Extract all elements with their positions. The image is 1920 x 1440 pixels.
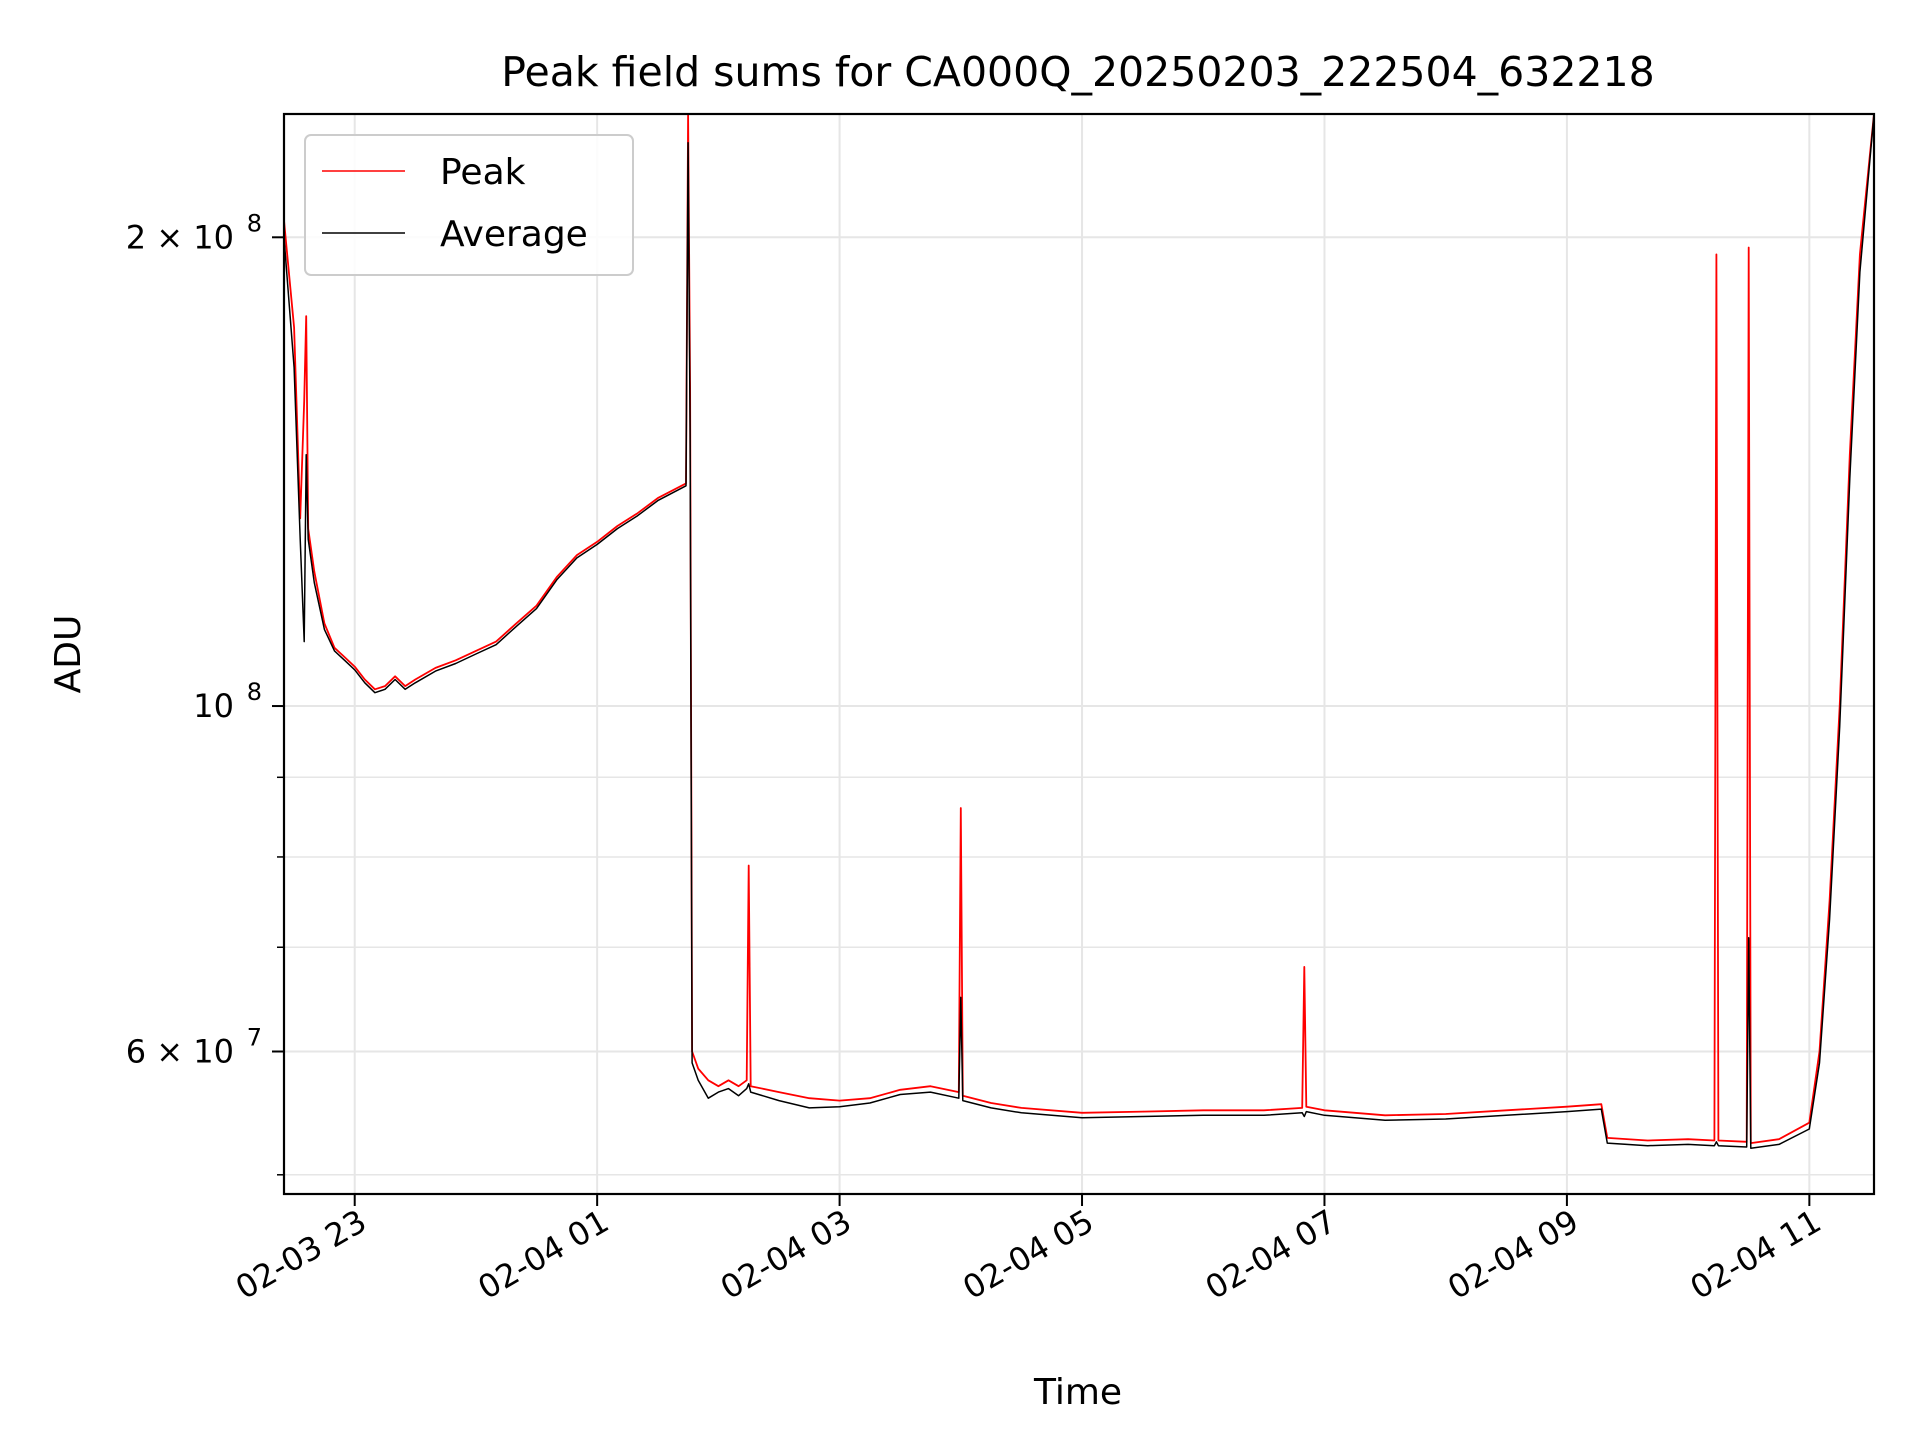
series-group (284, 114, 1874, 1150)
y-axis: 2 × 10 8 10 8 6 × 10 7 (126, 209, 284, 1176)
y-tick-label: 6 × 10 (126, 1032, 234, 1070)
chart-title: Peak field sums for CA000Q_20250203_2225… (501, 48, 1654, 96)
y-axis-label: ADU (48, 615, 89, 694)
plot-frame (282, 112, 1876, 1196)
legend-box (304, 134, 634, 276)
grid (284, 114, 1874, 1194)
y-tick-exponent: 7 (247, 1023, 262, 1051)
y-tick-label: 10 (193, 687, 234, 725)
y-tick-exponent: 8 (247, 678, 262, 706)
legend-peak-label: Peak (440, 152, 526, 193)
series-line-average (284, 114, 1874, 1150)
y-tick-label: 2 × 10 (126, 218, 234, 256)
legend-average-label: Average (440, 214, 588, 255)
series-line-peak (284, 114, 1874, 1144)
y-tick-exponent: 8 (247, 209, 262, 237)
x-axis-label: Time (1033, 1372, 1122, 1413)
legend: Peak Average (304, 134, 634, 276)
